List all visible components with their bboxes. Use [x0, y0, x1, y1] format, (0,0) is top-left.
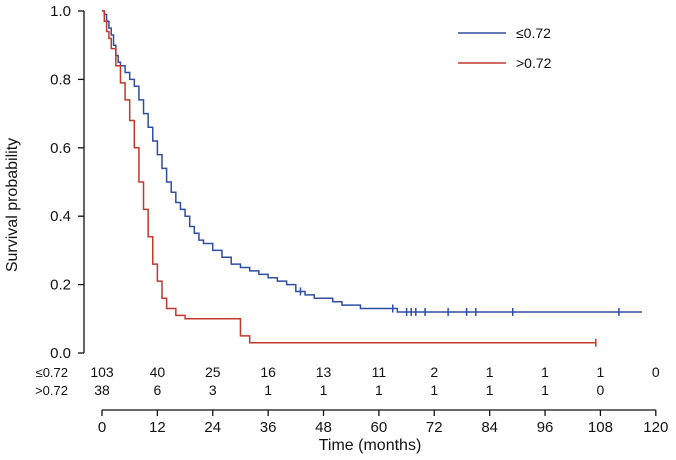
risk-cell: 1	[597, 364, 605, 380]
x-tick-label: 24	[204, 419, 221, 436]
risk-cell: 1	[264, 382, 272, 398]
legend-label-series-2: >0.72	[516, 55, 552, 71]
x-tick-label: 84	[481, 419, 498, 436]
x-axis-title: Time (months)	[319, 437, 422, 454]
risk-cell: 1	[430, 382, 438, 398]
risk-cell: 1	[320, 382, 328, 398]
legend: ≤0.72 >0.72	[458, 25, 552, 71]
y-tick-label: 1.0	[50, 3, 71, 20]
risk-row-label: ≤0.72	[36, 365, 68, 380]
y-tick-label: 0.8	[50, 71, 71, 88]
risk-cell: 103	[90, 364, 114, 380]
y-axis-title: Survival probability	[4, 138, 21, 272]
y-tick-label: 0.0	[50, 345, 71, 362]
risk-cell: 1	[486, 364, 494, 380]
risk-cell: 13	[316, 364, 332, 380]
survival-curve-series-2	[102, 10, 596, 344]
risk-cell: 16	[260, 364, 276, 380]
risk-cell: 2	[430, 364, 438, 380]
risk-cell: 1	[541, 364, 549, 380]
y-tick-label: 0.2	[50, 277, 71, 294]
x-axis: 0 12 24 36 48 60 72 84 96 108 120	[98, 409, 668, 436]
risk-table: ≤0.72 103 40 25 16 13 11 2 1 1 1 0>0.72 38 6 3 1 1 1 1 1 1 0	[35, 364, 660, 398]
risk-cell: 1	[486, 382, 494, 398]
survival-curves	[102, 10, 642, 347]
x-tick-label: 0	[98, 419, 106, 436]
x-tick-label: 72	[426, 419, 443, 436]
risk-cell: 25	[205, 364, 221, 380]
risk-cell: 1	[541, 382, 549, 398]
x-tick-label: 96	[537, 419, 554, 436]
risk-cell: 0	[597, 382, 605, 398]
risk-cell: 0	[652, 364, 660, 380]
risk-cell: 40	[150, 364, 166, 380]
risk-row-label: >0.72	[35, 383, 68, 398]
y-tick-label: 0.6	[50, 140, 71, 157]
risk-cell: 3	[209, 382, 217, 398]
x-tick-label: 60	[371, 419, 388, 436]
x-tick-label: 48	[315, 419, 332, 436]
x-tick-label: 12	[149, 419, 166, 436]
risk-cell: 6	[153, 382, 161, 398]
x-tick-label: 108	[588, 419, 613, 436]
risk-cell: 11	[372, 364, 387, 380]
x-tick-label: 36	[260, 419, 277, 436]
y-axis: 0.0 0.2 0.4 0.6 0.8 1.0	[50, 3, 85, 362]
risk-cell: 1	[375, 382, 383, 398]
x-tick-label: 120	[643, 419, 668, 436]
risk-cell: 38	[94, 382, 110, 398]
survival-curve-series-1	[102, 10, 642, 313]
y-tick-label: 0.4	[50, 208, 71, 225]
legend-label-series-1: ≤0.72	[516, 25, 551, 41]
